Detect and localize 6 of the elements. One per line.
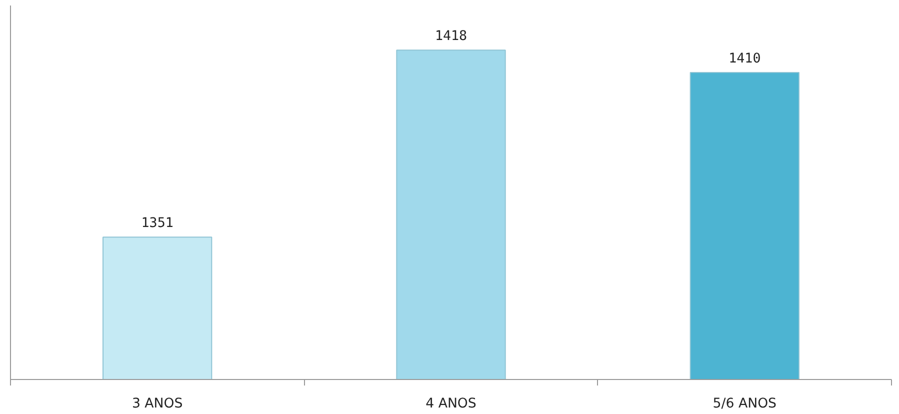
x-tick-label: 5/6 ANOS xyxy=(712,396,777,412)
data-label: 1351 xyxy=(141,216,174,232)
data-label: 1418 xyxy=(434,29,468,44)
x-tick-label: 4 ANOS xyxy=(426,396,476,412)
x-tick-label: 3 ANOS xyxy=(132,396,183,412)
data-label: 1410 xyxy=(728,51,761,66)
